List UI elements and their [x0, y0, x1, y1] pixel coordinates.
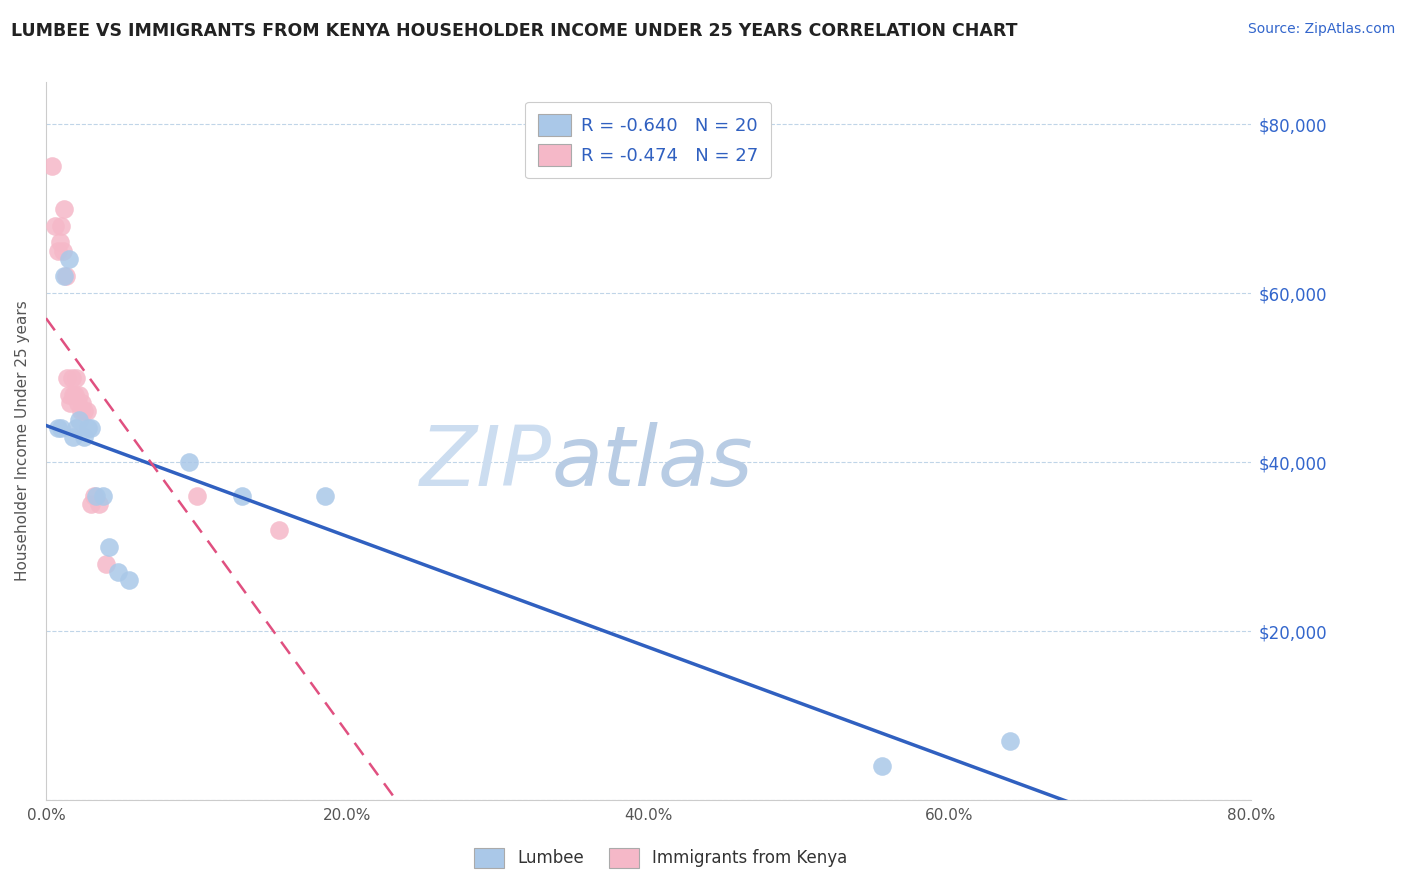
Point — [62, 430, 84, 444]
Point — [314, 489, 336, 503]
Point — [186, 489, 208, 503]
Point — [49, 219, 72, 233]
Point — [998, 734, 1021, 748]
Point — [98, 540, 121, 554]
Point — [44, 219, 66, 233]
Point — [118, 574, 141, 588]
Point — [66, 396, 89, 410]
Point — [46, 244, 69, 258]
Point — [65, 421, 87, 435]
Point — [41, 160, 63, 174]
Point — [87, 497, 110, 511]
Legend: R = -0.640   N = 20, R = -0.474   N = 27: R = -0.640 N = 20, R = -0.474 N = 27 — [526, 102, 772, 178]
Text: LUMBEE VS IMMIGRANTS FROM KENYA HOUSEHOLDER INCOME UNDER 25 YEARS CORRELATION CH: LUMBEE VS IMMIGRANTS FROM KENYA HOUSEHOL… — [11, 22, 1018, 40]
Point — [77, 421, 100, 435]
Point — [96, 557, 118, 571]
Point — [80, 421, 103, 435]
Point — [53, 269, 76, 284]
Point — [72, 404, 94, 418]
Text: atlas: atlas — [553, 422, 754, 503]
Point — [49, 421, 72, 435]
Point — [48, 235, 70, 250]
Point — [67, 387, 90, 401]
Point — [55, 269, 77, 284]
Point — [51, 244, 73, 258]
Legend: Lumbee, Immigrants from Kenya: Lumbee, Immigrants from Kenya — [467, 841, 855, 875]
Y-axis label: Householder Income Under 25 years: Householder Income Under 25 years — [15, 301, 30, 582]
Point — [60, 370, 83, 384]
Point — [56, 370, 79, 384]
Point — [72, 430, 94, 444]
Point — [69, 404, 91, 418]
Point — [59, 396, 82, 410]
Point — [83, 489, 105, 503]
Point — [67, 413, 90, 427]
Point — [91, 489, 114, 503]
Point — [177, 455, 200, 469]
Text: Source: ZipAtlas.com: Source: ZipAtlas.com — [1247, 22, 1395, 37]
Text: ZIP: ZIP — [420, 422, 553, 503]
Point — [70, 396, 93, 410]
Point — [65, 370, 87, 384]
Point — [58, 252, 80, 267]
Point — [63, 387, 86, 401]
Point — [107, 565, 129, 579]
Point — [870, 759, 893, 773]
Point — [231, 489, 253, 503]
Point — [76, 404, 98, 418]
Point — [62, 387, 84, 401]
Point — [53, 202, 76, 216]
Point — [46, 421, 69, 435]
Point — [269, 523, 291, 537]
Point — [80, 497, 103, 511]
Point — [84, 489, 107, 503]
Point — [58, 387, 80, 401]
